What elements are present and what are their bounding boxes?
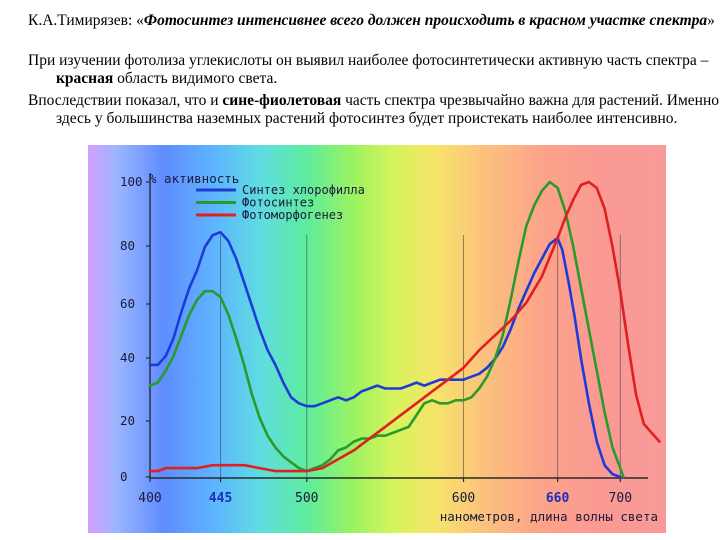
y-tick-label-60: 60	[120, 296, 135, 311]
legend-label-3: Фотоморфогенез	[242, 208, 343, 222]
blue-violet-emphasis: сине-фиолетовая	[222, 92, 342, 109]
x-tick-label-700: 700	[609, 491, 632, 506]
blue-violet-text: Впоследствии показал, что и	[28, 92, 223, 109]
series-line-1	[148, 230, 622, 479]
guide-lines	[220, 235, 621, 478]
x-tick-label-400: 400	[138, 491, 161, 506]
legend: Синтез хлорофиллаФотосинтезФотоморфогене…	[196, 183, 365, 222]
series-line-3	[148, 180, 661, 473]
photolysis-paragraph: При изучении фотолиза углекислоты он выя…	[28, 52, 720, 88]
red-region-emphasis: красная	[56, 70, 114, 87]
photolysis-text-end: область видимого света.	[113, 70, 278, 87]
series-line-2	[148, 180, 625, 479]
x-tick-label-660: 660	[546, 491, 570, 506]
y-tick-label-20: 20	[120, 413, 135, 428]
quote-text: Фотосинтез интенсивнее всего должен прои…	[143, 12, 708, 29]
x-ticks: 400 445 500 600 660 700	[138, 478, 632, 506]
quote-paragraph: К.А.Тимирязев: «Фотосинтез интенсивнее в…	[28, 12, 720, 30]
y-tick-label-0: 0	[120, 469, 128, 484]
y-tick-label-40: 40	[120, 350, 135, 365]
y-tick-label-100: 100	[120, 174, 143, 189]
x-tick-label-600: 600	[452, 491, 475, 506]
quote-close: »	[707, 12, 715, 29]
legend-label-1: Синтез хлорофилла	[242, 183, 365, 197]
y-ticks: 0 20 40 60 80 100	[120, 174, 150, 484]
spectrum-chart: 0 20 40 60 80 100 400 445 500 600 660 700 % активн…	[88, 145, 666, 533]
blue-violet-text-end: часть спектра чрезвычайно важна для раст…	[56, 92, 719, 127]
x-axis-label: нанометров, длина волны света	[440, 509, 658, 524]
blue-violet-paragraph: Впоследствии показал, что и сине-фиолето…	[28, 92, 720, 128]
x-tick-label-445: 445	[209, 491, 232, 506]
legend-label-2: Фотосинтез	[242, 196, 314, 210]
photolysis-text: При изучении фотолиза углекислоты он выя…	[28, 52, 709, 69]
series-lines	[148, 180, 661, 479]
axes	[149, 173, 648, 479]
y-tick-label-80: 80	[120, 238, 135, 253]
quote-author: К.А.Тимирязев: «	[28, 12, 144, 29]
y-axis-label: % активность	[149, 171, 239, 186]
x-tick-label-500: 500	[295, 491, 318, 506]
